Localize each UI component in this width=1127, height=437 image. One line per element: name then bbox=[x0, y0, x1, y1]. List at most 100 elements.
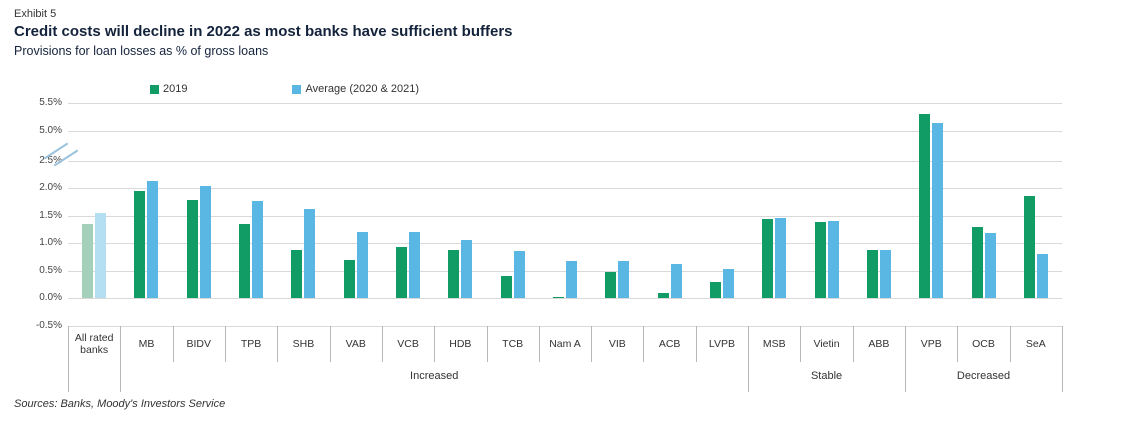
bar-series-2019 bbox=[500, 276, 512, 298]
legend-label: 2019 bbox=[163, 83, 188, 95]
y-axis-tick-label: -0.5% bbox=[35, 319, 62, 331]
category-separator bbox=[172, 326, 174, 362]
category-separator bbox=[1009, 326, 1011, 362]
bar-series-2019 bbox=[1023, 196, 1035, 298]
bar-series-2019 bbox=[343, 259, 355, 298]
bar-series-average bbox=[722, 269, 734, 298]
category-separator bbox=[434, 326, 436, 362]
chart-legend: 2019 Average (2020 & 2021) bbox=[150, 83, 419, 95]
bar-series-average bbox=[566, 260, 577, 298]
group-label: Increased bbox=[410, 370, 459, 382]
y-gridline bbox=[68, 160, 1062, 162]
bar-series-2019 bbox=[971, 226, 983, 298]
category-separator bbox=[68, 326, 69, 362]
y-axis-tick-label: 0.5% bbox=[39, 264, 62, 276]
bar-series-2019 bbox=[553, 296, 564, 298]
exhibit-label: Exhibit 5 bbox=[14, 8, 57, 20]
bar-series-average bbox=[199, 185, 211, 298]
category-label: VIB bbox=[608, 337, 626, 350]
category-separator bbox=[120, 326, 122, 362]
bar-series-average bbox=[1036, 254, 1048, 298]
category-separator bbox=[643, 326, 645, 362]
bar-series-average bbox=[147, 181, 159, 298]
category-separator bbox=[329, 326, 331, 362]
group-separator bbox=[120, 362, 122, 392]
bar-series-2019 bbox=[448, 250, 460, 298]
y-gridline bbox=[68, 325, 1062, 327]
y-gridline bbox=[68, 103, 1062, 104]
chart-title: Credit costs will decline in 2022 as mos… bbox=[14, 23, 513, 40]
category-separator bbox=[591, 326, 593, 362]
category-label: ABB bbox=[868, 337, 890, 350]
bar-series-2019 bbox=[605, 271, 617, 298]
category-separator bbox=[852, 326, 854, 362]
group-separator bbox=[748, 362, 750, 392]
category-separator bbox=[224, 326, 226, 362]
category-separator bbox=[538, 326, 540, 362]
group-label: Decreased bbox=[956, 370, 1011, 382]
category-label: Vietin bbox=[813, 337, 840, 350]
y-gridline bbox=[68, 188, 1062, 189]
category-label: VCB bbox=[397, 337, 419, 350]
bar-series-2019 bbox=[82, 223, 94, 298]
bar-series-2019 bbox=[239, 223, 251, 298]
chart-header: Exhibit 5 Credit costs will decline in 2… bbox=[14, 8, 513, 58]
bar-series-2019 bbox=[762, 219, 774, 298]
group-separator bbox=[905, 362, 907, 392]
y-axis-tick-label: 0.0% bbox=[39, 292, 62, 303]
category-label: MB bbox=[138, 337, 155, 350]
category-label: SeA bbox=[1025, 337, 1046, 350]
category-label: All rated banks bbox=[74, 331, 114, 356]
bar-series-average bbox=[356, 232, 368, 298]
y-gridline bbox=[68, 298, 1062, 299]
category-label: OCB bbox=[972, 337, 995, 350]
y-axis-tick-label: 1.5% bbox=[39, 209, 62, 221]
y-axis-tick-label: 5.5% bbox=[39, 97, 62, 108]
bar-series-average bbox=[879, 249, 891, 298]
bar-series-2019 bbox=[134, 190, 146, 298]
bar-series-2019 bbox=[814, 222, 826, 298]
legend-item: Average (2020 & 2021) bbox=[292, 83, 419, 95]
category-separator bbox=[695, 326, 697, 362]
bar-series-average bbox=[932, 122, 944, 298]
y-gridline bbox=[68, 243, 1062, 244]
y-gridline bbox=[68, 131, 1062, 132]
group-separator bbox=[68, 362, 69, 392]
y-axis-tick-label: 2.0% bbox=[39, 182, 62, 193]
bar-series-average bbox=[252, 200, 264, 298]
bar-series-2019 bbox=[866, 250, 878, 298]
bar-series-average bbox=[409, 232, 421, 298]
y-axis-tick-label: 2.5% bbox=[39, 154, 62, 166]
category-separator bbox=[957, 326, 959, 362]
category-separator bbox=[381, 326, 383, 362]
chart-subtitle: Provisions for loan losses as % of gross… bbox=[14, 44, 269, 58]
legend-item: 2019 bbox=[150, 83, 187, 95]
category-separator bbox=[800, 326, 802, 362]
category-separator bbox=[905, 326, 907, 362]
category-separator bbox=[277, 326, 279, 362]
bar-series-2019 bbox=[919, 114, 931, 298]
legend-label: Average (2020 & 2021) bbox=[305, 83, 420, 95]
bar-series-2019 bbox=[291, 249, 303, 298]
category-label: MSB bbox=[762, 337, 786, 350]
bar-series-average bbox=[984, 233, 996, 298]
legend-swatch-icon bbox=[150, 84, 159, 94]
sources-note: Sources: Banks, Moody's Investors Servic… bbox=[14, 398, 226, 410]
bar-series-average bbox=[461, 240, 473, 298]
bar-series-2019 bbox=[709, 281, 721, 298]
y-axis-tick-label: 1.0% bbox=[39, 237, 62, 248]
group-separator bbox=[1062, 362, 1063, 392]
category-label: LVPB bbox=[708, 337, 735, 350]
category-label: VPB bbox=[920, 337, 942, 350]
category-separator bbox=[748, 326, 750, 362]
category-label: ACB bbox=[658, 337, 681, 350]
y-axis-tick-label: 5.0% bbox=[39, 125, 62, 136]
bar-series-average bbox=[775, 218, 787, 298]
bar-series-2019 bbox=[186, 200, 198, 298]
category-label: TCB bbox=[502, 337, 524, 350]
category-label: Nam A bbox=[549, 337, 581, 350]
category-label: VAB bbox=[345, 337, 366, 350]
bar-series-average bbox=[670, 263, 682, 298]
category-label: TPB bbox=[240, 337, 262, 350]
